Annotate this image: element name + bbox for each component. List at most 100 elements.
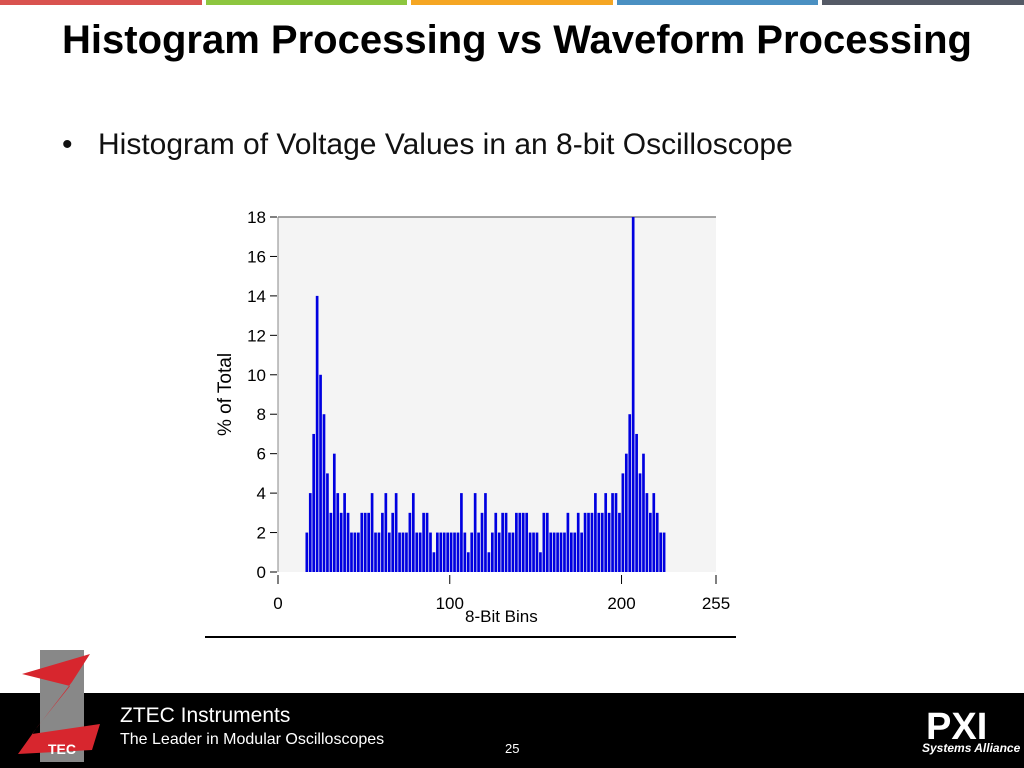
histogram-bar xyxy=(594,493,597,572)
y-tick-label: 2 xyxy=(257,524,266,543)
histogram-bar xyxy=(642,453,645,572)
histogram-bar xyxy=(573,532,577,572)
accent-segment xyxy=(616,0,819,5)
histogram-bar xyxy=(384,493,388,572)
histogram-bar xyxy=(363,512,367,572)
histogram-bar xyxy=(394,493,398,572)
histogram-bar xyxy=(614,493,618,572)
pxi-logo-text: PXI xyxy=(926,706,987,748)
histogram-bar xyxy=(336,493,340,572)
brand-name: ZTEC Instruments xyxy=(120,704,291,727)
histogram-bar xyxy=(466,552,470,572)
histogram-bar xyxy=(305,532,309,572)
histogram-bar xyxy=(425,512,429,572)
histogram-bar xyxy=(528,532,532,572)
page-number: 25 xyxy=(505,741,520,756)
histogram-bar xyxy=(649,512,652,572)
histogram-bar xyxy=(532,532,535,572)
histogram-bar xyxy=(391,512,395,572)
histogram-bar xyxy=(618,512,621,572)
histogram-bar xyxy=(470,532,474,572)
x-tick-label: 255 xyxy=(702,594,730,613)
histogram-bar xyxy=(549,532,553,572)
slide-title: Histogram Processing vs Waveform Process… xyxy=(62,18,972,62)
histogram-bar xyxy=(638,473,642,572)
histogram-bar xyxy=(655,512,659,572)
histogram-bar xyxy=(411,493,415,572)
histogram-bar xyxy=(494,512,498,572)
histogram-bar xyxy=(628,414,632,572)
histogram-bar xyxy=(587,512,590,572)
histogram-bar xyxy=(597,512,601,572)
histogram-bar xyxy=(590,512,594,572)
histogram-bar xyxy=(631,217,635,572)
histogram-bar xyxy=(374,532,377,572)
bullet-item: • Histogram of Voltage Values in an 8-bit… xyxy=(62,128,793,162)
histogram-bar xyxy=(604,493,608,572)
histogram-bar xyxy=(432,552,436,572)
histogram-bar xyxy=(332,453,336,572)
histogram-bar xyxy=(556,532,559,572)
histogram-bar xyxy=(343,493,346,572)
histogram-bar xyxy=(542,512,546,572)
y-axis-label: % of Total xyxy=(215,353,236,436)
histogram-bar xyxy=(377,532,381,572)
histogram-bar xyxy=(422,512,425,572)
y-tick-label: 18 xyxy=(247,208,266,227)
histogram-bar xyxy=(508,532,511,572)
histogram-bar xyxy=(515,512,518,572)
bullet-text: Histogram of Voltage Values in an 8-bit … xyxy=(98,128,793,161)
chart-underline xyxy=(205,636,736,638)
histogram-bar xyxy=(559,532,563,572)
histogram-bar xyxy=(480,512,484,572)
histogram-bar xyxy=(504,512,508,572)
histogram-chart: 0 2 4 6 8 10 12 14 16 18 0 100 200 255 8-Bit Bins % of … xyxy=(205,200,740,640)
histogram-bar xyxy=(401,532,405,572)
histogram-bar xyxy=(453,532,456,572)
histogram-bar xyxy=(315,295,319,572)
histogram-bar xyxy=(312,433,316,572)
histogram-bar xyxy=(552,532,556,572)
histogram-svg: 0 2 4 6 8 10 12 14 16 18 0 100 200 255 8-Bit Bins % of … xyxy=(215,208,730,626)
histogram-bar xyxy=(607,512,611,572)
histogram-bar xyxy=(353,532,357,572)
histogram-bar xyxy=(521,512,525,572)
pxi-logo-icon: PXI xyxy=(926,706,987,748)
histogram-bar xyxy=(473,493,477,572)
ztec-logo-icon: TEC xyxy=(18,650,100,762)
y-tick-label: 14 xyxy=(247,287,266,306)
histogram-bar xyxy=(408,512,412,572)
histogram-bar xyxy=(563,532,566,572)
histogram-bar xyxy=(446,532,450,572)
y-tick-label: 8 xyxy=(257,405,266,424)
accent-bar xyxy=(0,0,1024,5)
histogram-bar xyxy=(501,512,504,572)
histogram-bar xyxy=(539,552,542,572)
histogram-bar xyxy=(566,512,570,572)
histogram-bar xyxy=(319,374,322,572)
histogram-bar xyxy=(635,433,638,572)
logo-letters: TEC xyxy=(48,741,76,757)
y-tick-label: 16 xyxy=(247,247,266,266)
histogram-bar xyxy=(659,532,662,572)
histogram-bar xyxy=(308,493,312,572)
histogram-bar xyxy=(511,532,515,572)
accent-segment xyxy=(411,0,613,5)
histogram-bar xyxy=(490,532,494,572)
pxi-subtitle: Systems Alliance xyxy=(922,741,1021,755)
histogram-bar xyxy=(418,532,422,572)
histogram-bar xyxy=(381,512,384,572)
y-tick-label: 12 xyxy=(247,326,266,345)
histogram-bar xyxy=(484,493,487,572)
x-tick-label: 0 xyxy=(273,594,282,613)
brand-tagline: The Leader in Modular Oscilloscopes xyxy=(120,731,385,748)
x-tick-label: 200 xyxy=(607,594,635,613)
histogram-bar xyxy=(487,552,491,572)
accent-segment xyxy=(822,0,1024,5)
histogram-bar xyxy=(545,512,549,572)
histogram-bar xyxy=(518,512,522,572)
histogram-bar xyxy=(583,512,587,572)
histogram-bar xyxy=(477,532,480,572)
histogram-bar xyxy=(360,512,364,572)
histogram-bar xyxy=(322,414,326,572)
